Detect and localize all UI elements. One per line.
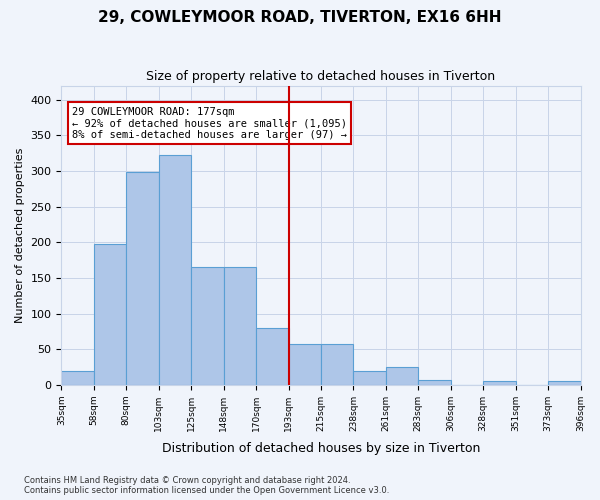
Bar (289, 344, 321, 385)
Bar (483, 380, 515, 385)
Bar (191, 267, 224, 385)
X-axis label: Distribution of detached houses by size in Tiverton: Distribution of detached houses by size … (162, 442, 480, 455)
Bar (61, 370, 94, 385)
Bar (321, 344, 353, 385)
Title: Size of property relative to detached houses in Tiverton: Size of property relative to detached ho… (146, 70, 496, 83)
Bar (94, 244, 126, 385)
Bar (386, 367, 418, 385)
Bar (418, 380, 451, 385)
Text: 29, COWLEYMOOR ROAD, TIVERTON, EX16 6HH: 29, COWLEYMOOR ROAD, TIVERTON, EX16 6HH (98, 10, 502, 25)
Bar (353, 370, 386, 385)
Bar (159, 154, 191, 385)
Bar (126, 172, 159, 385)
Bar (548, 381, 581, 385)
Text: 29 COWLEYMOOR ROAD: 177sqm
← 92% of detached houses are smaller (1,095)
8% of se: 29 COWLEYMOOR ROAD: 177sqm ← 92% of deta… (72, 106, 347, 140)
Bar (224, 267, 256, 385)
Text: Contains HM Land Registry data © Crown copyright and database right 2024.
Contai: Contains HM Land Registry data © Crown c… (24, 476, 389, 495)
Y-axis label: Number of detached properties: Number of detached properties (15, 148, 25, 323)
Bar (256, 328, 289, 385)
